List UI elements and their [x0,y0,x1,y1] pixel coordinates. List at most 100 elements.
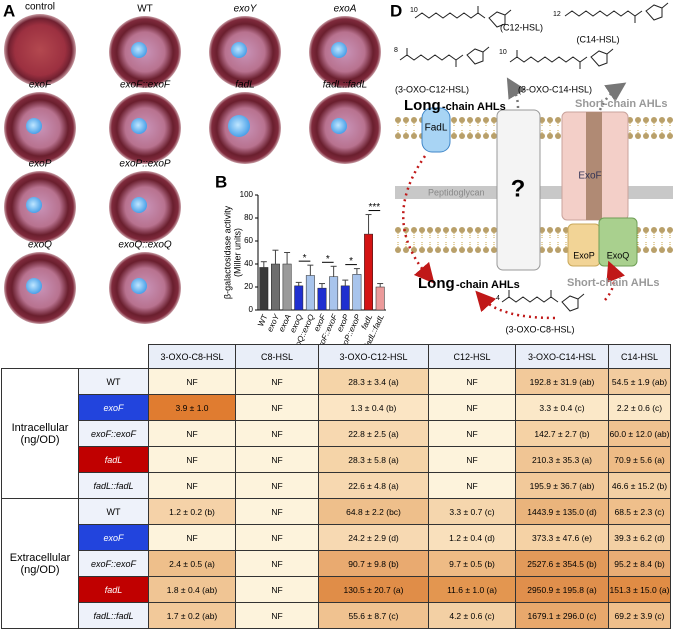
column-header: 3-OXO-C14-HSL [515,344,609,369]
long-word: Long [404,97,441,114]
lipid-head [403,247,409,253]
y-tick-label: 80 [244,213,253,222]
error-bar [365,214,372,235]
data-cell: NF [235,368,319,395]
data-cell: NF [428,472,516,499]
lipid-head [547,227,553,233]
data-cell: NF [148,524,236,551]
lipid-head [667,247,673,253]
data-cell: 70.9 ± 5.6 (a) [608,446,671,473]
data-cell: NF [428,420,516,447]
lipid-head [635,117,641,123]
data-cell: NF [148,446,236,473]
data-cell: NF [428,368,516,395]
lipid-head [395,247,401,253]
lipid-head [659,227,665,233]
lipid-head [419,227,425,233]
colony [26,197,42,213]
chart-bg [205,190,390,342]
ring-carbonyl [577,293,585,300]
error-bar [307,264,314,276]
data-cell: 2950.9 ± 195.8 (a) [515,576,609,603]
colony [131,42,147,58]
data-cell: 192.8 ± 31.9 (ab) [515,368,609,395]
lipid-head [451,133,457,139]
short-label: Short-chain AHLs [575,98,668,110]
uptake-arrow [402,155,435,284]
lipid-head [459,133,465,139]
data-cell: NF [428,446,516,473]
data-cell: NF [235,602,319,629]
plate-label: exoP::exoP [119,159,170,170]
data-cell: NF [235,394,319,421]
data-cell: 1.2 ± 0.2 (b) [148,498,236,525]
error-bar [284,252,291,264]
lipid-head [411,117,417,123]
bar [340,285,350,311]
chain-number: 10 [410,7,418,14]
error-bar [377,283,384,287]
data-cell: 68.5 ± 2.3 (c) [608,498,671,525]
lipid-head [483,227,489,233]
data-cell: 22.6 ± 4.8 (a) [318,472,429,499]
lactone-ring [466,48,484,65]
strain-cell: exoF::exoF [78,550,149,577]
strain-cell: WT [78,368,149,395]
y-tick-label: 0 [249,305,254,314]
data-cell: NF [235,472,319,499]
compound-label: (C14-HSL) [576,34,619,44]
data-cell: 28.3 ± 3.4 (a) [318,368,429,395]
corner [1,344,79,369]
data-cell: 46.6 ± 15.2 (b) [608,472,671,499]
data-cell: 64.8 ± 2.2 (bc) [318,498,429,525]
data-cell: 11.6 ± 1.0 (a) [428,576,516,603]
strain-cell: fadL [78,576,149,603]
chain-number: 4 [496,295,500,302]
chain-number: 8 [394,47,398,54]
compound-label: (3-OXO-C12-HSL) [395,84,469,94]
chain [501,296,559,303]
error-bar [330,265,337,277]
protein-label: ExoF [578,171,601,182]
lipid-head [467,247,473,253]
lipid-head [643,133,649,139]
strain-cell: fadL [78,446,149,473]
lipid-head [651,247,657,253]
lactone-ring [561,295,579,312]
significance-label: * [326,254,330,265]
strain-cell: fadL::fadL [78,602,149,629]
lipid-head [467,227,473,233]
lipid-head [651,117,657,123]
data-cell: 28.3 ± 5.8 (a) [318,446,429,473]
lipid-head [475,117,481,123]
ahl-table: 3-OXO-C8-HSL C8-HSL 3-OXO-C12-HSL C12-HSL 3-… [1,344,671,629]
column-header: C12-HSL [428,344,516,369]
panel-label: D [390,1,402,20]
bar [329,276,339,311]
data-cell: NF [235,498,319,525]
significance-label: * [303,253,307,264]
ring-carbonyl [661,2,669,9]
lipid-head [643,247,649,253]
data-cell: 1.2 ± 0.4 (d) [428,524,516,551]
lipid-head [483,117,489,123]
y-tick-label: 60 [244,236,253,245]
data-cell: NF [428,394,516,421]
colony [131,278,147,294]
lipid-head [651,227,657,233]
strain-cell: exoF [78,394,149,421]
lipid-head [467,133,473,139]
error-bar [319,283,325,289]
data-cell: 95.2 ± 8.4 (b) [608,550,671,577]
colony [26,118,42,134]
colony [131,197,147,213]
lipid-head [555,117,561,123]
data-cell: 69.2 ± 3.9 (c) [608,602,671,629]
lipid-head [483,133,489,139]
plate-label: exoF [29,80,52,91]
bar [271,263,280,311]
strain-cell: fadL::fadL [78,472,149,499]
panel-label: A [3,1,15,20]
data-cell: 90.7 ± 9.8 (b) [318,550,429,577]
lipid-head [491,227,497,233]
